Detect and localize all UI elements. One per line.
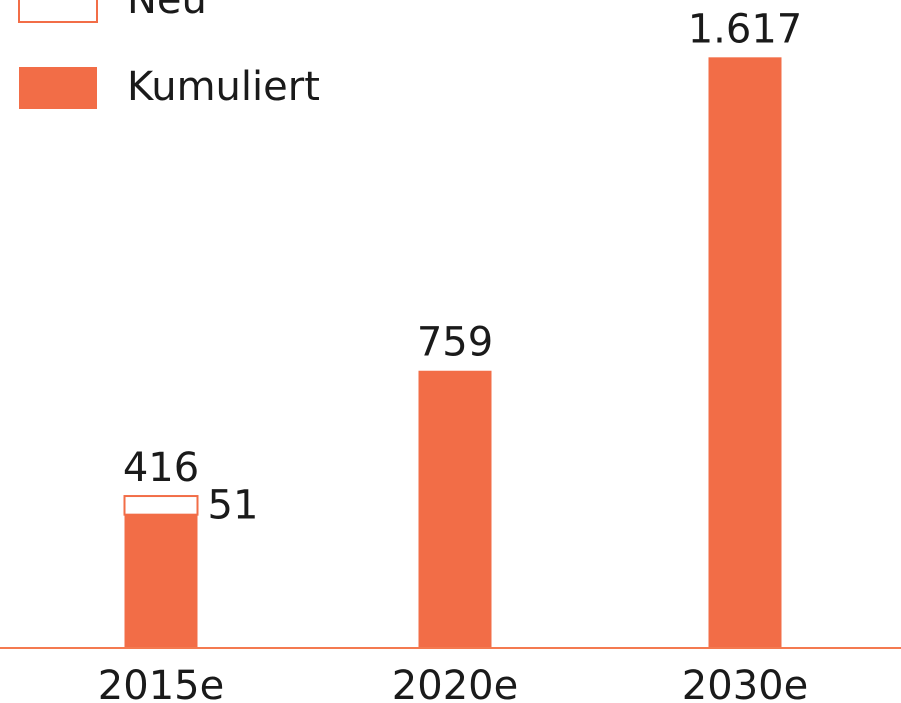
legend-swatch (18, 0, 98, 23)
legend-label: Kumuliert (127, 64, 320, 110)
total-label: 1.617 (688, 6, 803, 52)
x-tick-label: 2030e (682, 663, 808, 703)
segment-label: 51 (208, 482, 259, 528)
bar-segment (418, 370, 492, 648)
x-tick-label: 2015e (98, 663, 224, 703)
bar-segment (124, 514, 198, 648)
bar-segment (708, 57, 782, 649)
bar-segment (123, 495, 199, 516)
legend-swatch (19, 67, 97, 109)
legend-label: Neu (127, 0, 207, 23)
total-label: 416 (123, 445, 199, 491)
total-label: 759 (417, 320, 493, 366)
x-tick-label: 2020e (392, 663, 518, 703)
